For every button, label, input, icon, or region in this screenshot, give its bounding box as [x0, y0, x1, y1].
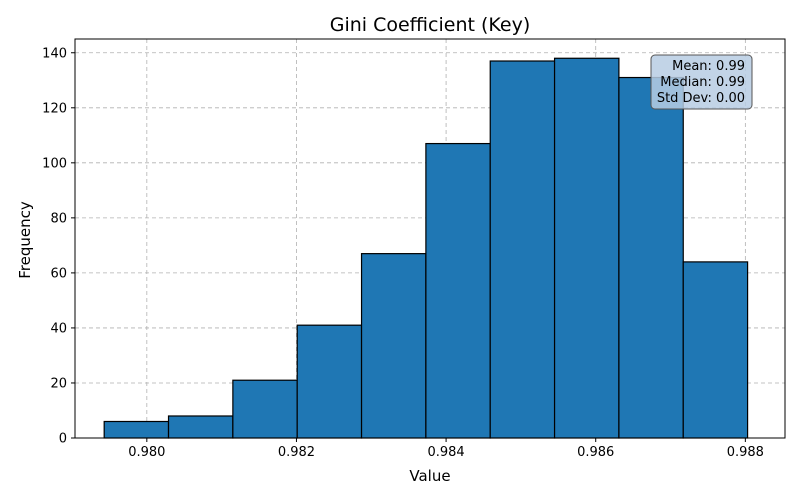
plot-frame	[74, 38, 786, 439]
histogram-bar	[103, 420, 170, 439]
histogram-bar	[425, 142, 491, 439]
histogram-bar	[553, 57, 620, 439]
y-tick-label: 40	[50, 321, 67, 336]
y-tick-label: 100	[42, 156, 67, 171]
stats-annotation: Mean: 0.99 Median: 0.99 Std Dev: 0.00	[650, 54, 753, 110]
histogram-bar	[296, 324, 363, 439]
y-tick-label: 80	[50, 211, 67, 226]
stats-box	[650, 54, 753, 110]
histogram-bar	[360, 253, 427, 439]
x-tick-label: 0.986	[577, 445, 614, 460]
y-axis-label: Frequency	[16, 201, 34, 279]
histogram-bar	[682, 261, 749, 439]
y-tick-label: 20	[50, 376, 67, 391]
y-axis-ticks: 0 20 40 60 80 100 120 140	[42, 46, 75, 447]
histogram-bar	[232, 379, 298, 439]
x-tick-label: 0.984	[427, 445, 464, 460]
stats-mean: Mean: 0.99	[672, 59, 745, 74]
histogram-bars	[103, 57, 749, 439]
x-tick-label: 0.982	[278, 445, 315, 460]
stats-median: Median: 0.99	[660, 75, 745, 90]
histogram-bar	[618, 76, 684, 439]
x-axis-label: Value	[409, 467, 450, 485]
chart-title: Gini Coefficient (Key)	[330, 14, 531, 36]
y-tick-label: 140	[42, 46, 67, 61]
y-tick-label: 60	[50, 266, 67, 281]
stats-std-dev: Std Dev: 0.00	[657, 91, 745, 106]
histogram-bar	[489, 60, 556, 439]
y-tick-label: 0	[59, 432, 67, 447]
x-axis-ticks: 0.980 0.982 0.984 0.986 0.988	[128, 438, 764, 460]
x-tick-label: 0.988	[727, 445, 764, 460]
histogram-bar	[167, 415, 234, 439]
x-tick-label: 0.980	[128, 445, 165, 460]
y-tick-label: 120	[42, 101, 67, 116]
